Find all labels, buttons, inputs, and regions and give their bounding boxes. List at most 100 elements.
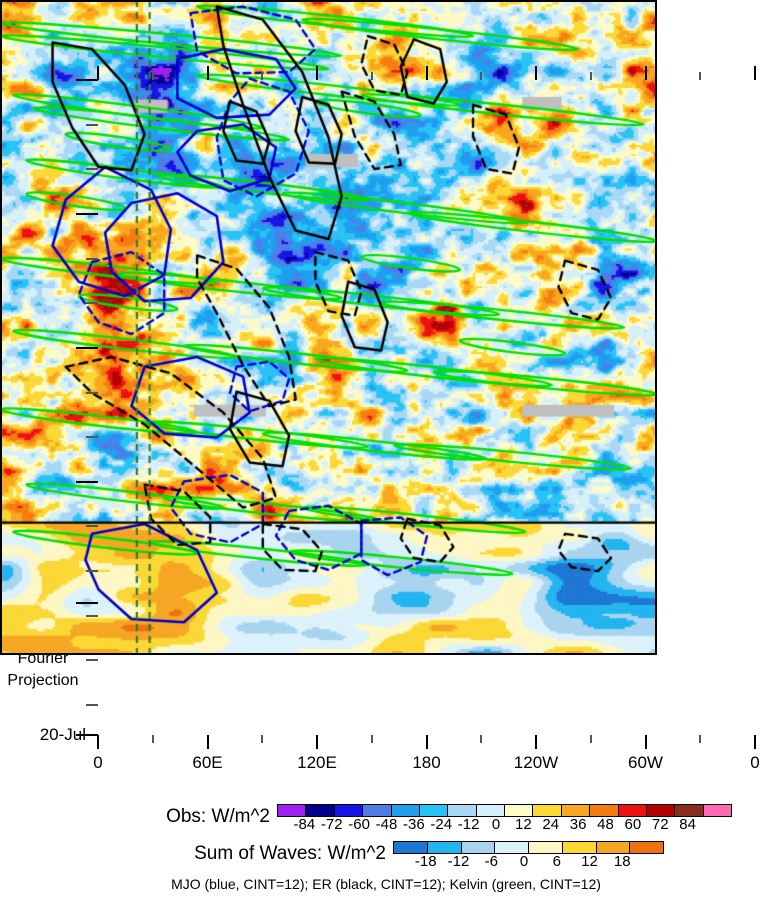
colorbar-swatch bbox=[390, 805, 419, 816]
x-axis-minor-tick bbox=[699, 72, 702, 80]
colorbar-title: Obs: W/m^2 bbox=[166, 806, 270, 827]
colorbar-tick-label: 60 bbox=[624, 816, 642, 833]
x-axis-tick bbox=[206, 735, 209, 749]
x-axis-tick-top bbox=[206, 66, 209, 80]
x-axis-minor-tick bbox=[370, 735, 373, 743]
colorbar-swatch bbox=[560, 805, 590, 816]
colorbar-tick-label: 84 bbox=[679, 816, 696, 833]
x-axis-label-60e: 60E bbox=[192, 753, 223, 772]
colorbar-swatch bbox=[561, 842, 596, 853]
x-axis-minor-tick bbox=[151, 72, 154, 80]
colorbar-tick-label: -12 bbox=[447, 853, 470, 870]
colorbar-swatch bbox=[528, 842, 562, 853]
colorbar-swatch bbox=[278, 805, 306, 816]
y-axis-tick bbox=[76, 346, 98, 349]
x-axis-minor-tick bbox=[480, 72, 483, 80]
colorbar-swatch bbox=[447, 805, 476, 816]
x-axis-minor-tick bbox=[589, 735, 592, 743]
colorbar-tick-label: -12 bbox=[457, 816, 480, 833]
y-axis-minor-tick bbox=[86, 391, 98, 394]
x-axis-tick-top bbox=[535, 66, 537, 80]
colorbar-swatch bbox=[494, 842, 528, 853]
colorbar-swatch bbox=[702, 805, 731, 816]
colorbar-tick-label: -24 bbox=[430, 816, 453, 833]
colorbar-swatch bbox=[362, 805, 391, 816]
x-axis-minor-tick bbox=[480, 735, 483, 743]
colorbar-tick-label: -36 bbox=[403, 816, 425, 833]
x-axis-label-180: 180 bbox=[412, 753, 441, 772]
x-axis-tick bbox=[754, 735, 756, 749]
x-axis-minor-tick bbox=[699, 735, 702, 743]
colorbar-swatch bbox=[617, 805, 646, 816]
colorbar-tick-label: 24 bbox=[542, 816, 560, 833]
x-axis-label-60w: 60W bbox=[628, 753, 663, 772]
x-axis-minor-tick bbox=[151, 735, 154, 743]
colorbar-swatch bbox=[629, 842, 663, 853]
colorbar-swatches bbox=[393, 841, 664, 854]
colorbar-tick-label: -48 bbox=[375, 816, 398, 833]
x-axis-tick-top bbox=[97, 66, 99, 80]
y-axis-minor-tick bbox=[86, 168, 98, 171]
y-axis-label-20-jul: 20-Jul bbox=[39, 725, 86, 744]
colorbar-swatch bbox=[645, 805, 675, 816]
x-axis-minor-tick bbox=[261, 735, 264, 743]
x-axis-label-0: 0 bbox=[750, 753, 760, 772]
x-axis-tick bbox=[644, 735, 647, 749]
colorbar-tick-label: 36 bbox=[569, 816, 587, 833]
olr-anomaly-field bbox=[0, 0, 657, 655]
colorbar-tick-label: 6 bbox=[552, 853, 561, 870]
colorbar-tick-label: 0 bbox=[519, 853, 529, 870]
x-axis-tick-top bbox=[425, 66, 428, 80]
colorbar-tick-label: 12 bbox=[515, 816, 532, 833]
colorbar-swatch bbox=[532, 805, 561, 816]
y-axis-tick bbox=[76, 734, 98, 736]
colorbar-swatch bbox=[595, 842, 630, 853]
x-axis-tick bbox=[97, 735, 99, 749]
x-axis-label-120e: 120E bbox=[297, 753, 337, 772]
x-axis-minor-tick bbox=[589, 72, 592, 80]
colorbar-swatch bbox=[426, 842, 461, 853]
y-axis-minor-tick bbox=[86, 659, 98, 662]
colorbar-swatch bbox=[333, 805, 363, 816]
x-axis-minor-tick bbox=[370, 72, 373, 80]
y-axis-minor-tick bbox=[86, 302, 98, 305]
fourier-projection-label-line2: Projection bbox=[7, 672, 79, 689]
colorbar-tick-label: 48 bbox=[597, 816, 614, 833]
x-axis-tick bbox=[316, 735, 318, 749]
colorbar-swatch bbox=[418, 805, 448, 816]
colorbar-swatch bbox=[504, 805, 533, 816]
colorbar-tick-label: -18 bbox=[414, 853, 437, 870]
colorbar-title: Sum of Waves: W/m^2 bbox=[194, 843, 386, 864]
x-axis-tick-top bbox=[754, 66, 756, 80]
y-axis-minor-tick bbox=[86, 525, 98, 528]
colorbar-swatch bbox=[460, 842, 495, 853]
y-axis-tick bbox=[76, 79, 98, 81]
colorbar-tick-label: -72 bbox=[320, 816, 343, 833]
colorbar-tick-label: -60 bbox=[348, 816, 370, 833]
colorbar-swatch bbox=[394, 842, 427, 853]
y-axis-minor-tick bbox=[86, 614, 98, 617]
colorbar-tick-label: -6 bbox=[484, 853, 498, 870]
colorbar-tick-label: 18 bbox=[613, 853, 631, 870]
y-axis-minor-tick bbox=[86, 257, 98, 260]
colorbar-swatch bbox=[475, 805, 504, 816]
x-axis-tick bbox=[425, 735, 428, 749]
y-axis-tick bbox=[76, 480, 98, 483]
colorbar-tick-label: 0 bbox=[491, 816, 501, 833]
wave-legend-caption: MJO (blue, CINT=12); ER (black, CINT=12)… bbox=[171, 876, 601, 892]
x-axis-tick bbox=[535, 735, 537, 749]
x-axis-label-120w: 120W bbox=[513, 753, 559, 772]
colorbar-swatch bbox=[674, 805, 703, 816]
colorbar-swatches bbox=[277, 804, 732, 817]
x-axis-minor-tick bbox=[261, 72, 264, 80]
colorbar-tick-label: 72 bbox=[651, 816, 669, 833]
colorbar-tick-label: 12 bbox=[581, 853, 598, 870]
y-axis-minor-tick bbox=[86, 570, 98, 573]
y-axis-minor-tick bbox=[86, 436, 98, 439]
colorbar-swatch bbox=[305, 805, 334, 816]
y-axis-minor-tick bbox=[86, 704, 98, 707]
colorbar-tick-label: -84 bbox=[293, 816, 316, 833]
